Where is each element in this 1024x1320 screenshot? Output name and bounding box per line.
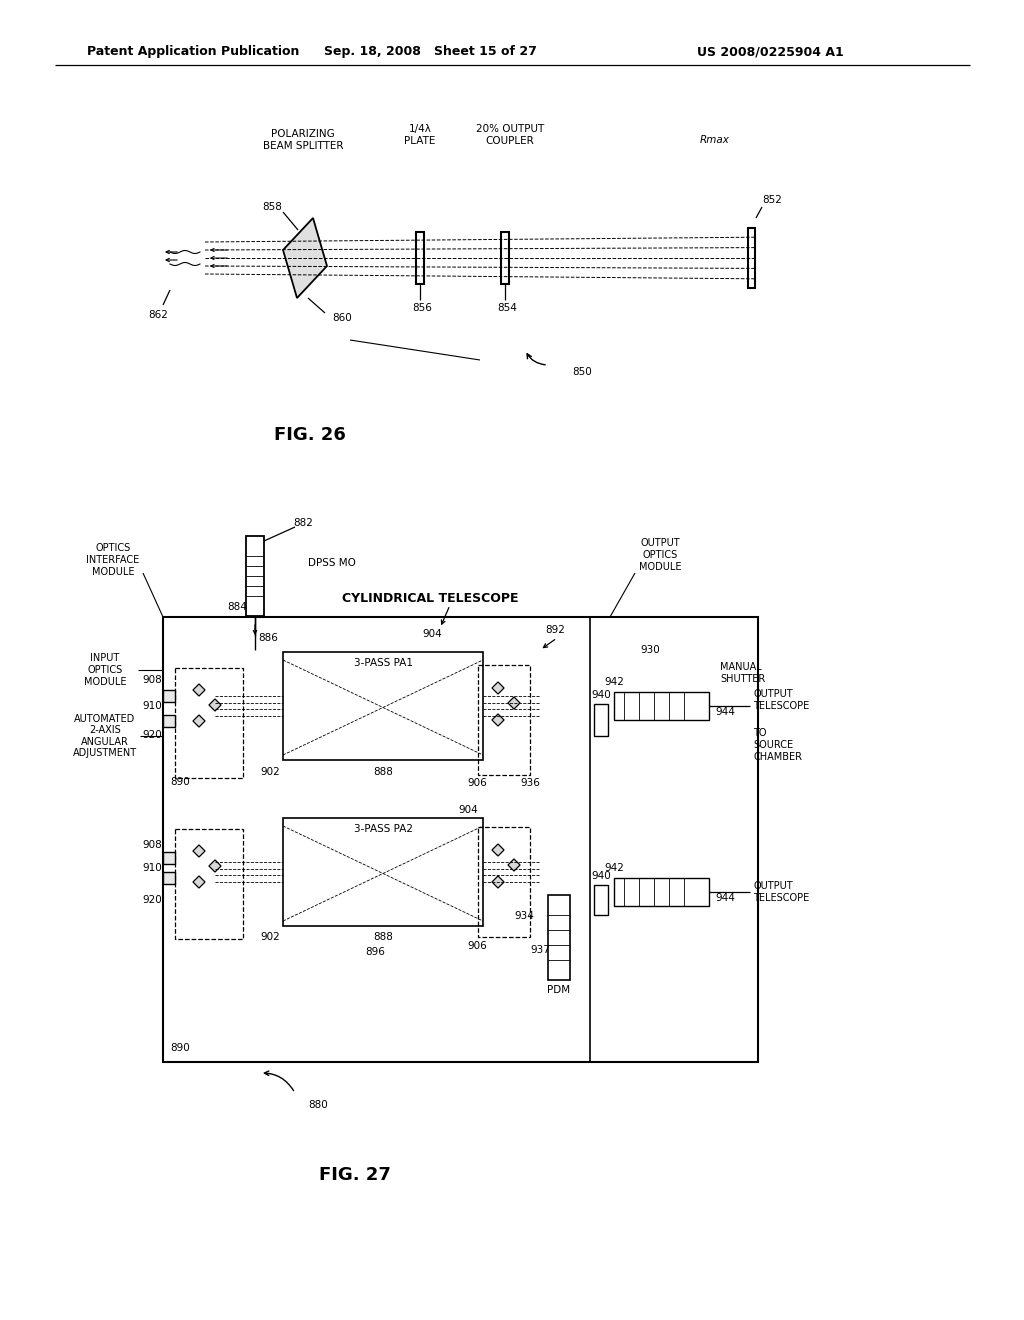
Polygon shape	[508, 697, 520, 709]
Text: 902: 902	[260, 767, 280, 777]
Bar	[614, 878, 709, 906]
Text: 944: 944	[715, 894, 735, 903]
Text: 1/4λ
PLATE: 1/4λ PLATE	[404, 124, 435, 145]
Text: 3-PASS PA2: 3-PASS PA2	[353, 824, 413, 834]
Text: US 2008/0225904 A1: US 2008/0225904 A1	[696, 45, 844, 58]
Text: 858: 858	[262, 202, 282, 213]
Bar	[416, 232, 424, 284]
Text: 862: 862	[148, 310, 168, 319]
Polygon shape	[283, 218, 327, 298]
Bar	[283, 652, 483, 760]
Text: 888: 888	[373, 932, 393, 942]
Text: 942: 942	[604, 863, 624, 873]
Text: 908: 908	[142, 840, 162, 850]
FancyArrowPatch shape	[527, 354, 545, 364]
FancyArrowPatch shape	[264, 1071, 294, 1090]
Polygon shape	[193, 845, 205, 857]
Bar	[175, 668, 243, 777]
Bar	[163, 616, 758, 1063]
Polygon shape	[209, 700, 221, 711]
Text: 890: 890	[170, 777, 189, 787]
Text: 930: 930	[640, 645, 659, 655]
Text: 20% OUTPUT
COUPLER: 20% OUTPUT COUPLER	[476, 124, 544, 145]
Text: 896: 896	[366, 946, 385, 957]
Bar	[246, 536, 264, 616]
Text: POLARIZING
BEAM SPLITTER: POLARIZING BEAM SPLITTER	[263, 129, 343, 150]
Text: 944: 944	[715, 708, 735, 717]
Text: FIG. 26: FIG. 26	[274, 426, 346, 444]
Text: Patent Application Publication: Patent Application Publication	[87, 45, 299, 58]
Bar	[478, 665, 530, 775]
Text: 906: 906	[467, 777, 486, 788]
Text: 890: 890	[170, 1043, 189, 1053]
Polygon shape	[193, 876, 205, 888]
Bar	[478, 828, 530, 937]
Text: 942: 942	[604, 677, 624, 686]
Text: FIG. 27: FIG. 27	[319, 1166, 391, 1184]
FancyArrowPatch shape	[441, 607, 449, 624]
Polygon shape	[492, 876, 504, 888]
Text: 904: 904	[458, 805, 478, 814]
Text: 892: 892	[545, 624, 565, 635]
Text: 908: 908	[142, 675, 162, 685]
Text: 904: 904	[422, 630, 442, 639]
Text: OUTPUT
TELESCOPE: OUTPUT TELESCOPE	[753, 882, 809, 903]
Text: 910: 910	[142, 863, 162, 873]
Text: MANUAL
SHUTTER: MANUAL SHUTTER	[720, 663, 765, 684]
Bar	[283, 818, 483, 927]
Text: 854: 854	[497, 304, 517, 313]
Text: OUTPUT
TELESCOPE: OUTPUT TELESCOPE	[753, 689, 809, 710]
Polygon shape	[492, 843, 504, 857]
Text: 902: 902	[260, 932, 280, 942]
Text: TO
SOURCE
CHAMBER: TO SOURCE CHAMBER	[753, 729, 802, 762]
Bar	[614, 692, 709, 719]
Text: 3-PASS PA1: 3-PASS PA1	[353, 657, 413, 668]
Text: AUTOMATED
2-AXIS
ANGULAR
ADJUSTMENT: AUTOMATED 2-AXIS ANGULAR ADJUSTMENT	[73, 714, 137, 759]
Bar	[163, 715, 175, 727]
Text: 910: 910	[142, 701, 162, 711]
Text: 850: 850	[572, 367, 592, 378]
Text: 880: 880	[308, 1100, 328, 1110]
Text: OUTPUT
OPTICS
MODULE: OUTPUT OPTICS MODULE	[639, 539, 681, 572]
Text: INPUT
OPTICS
MODULE: INPUT OPTICS MODULE	[84, 653, 126, 686]
Text: 920: 920	[142, 730, 162, 741]
Text: 886: 886	[258, 634, 278, 643]
Text: Rmax: Rmax	[700, 135, 730, 145]
Text: CYLINDRICAL TELESCOPE: CYLINDRICAL TELESCOPE	[342, 591, 518, 605]
Bar	[594, 704, 608, 737]
Polygon shape	[492, 714, 504, 726]
Polygon shape	[492, 682, 504, 694]
Bar	[163, 690, 175, 702]
Text: 906: 906	[467, 941, 486, 950]
Text: 888: 888	[373, 767, 393, 777]
Text: 852: 852	[762, 195, 782, 205]
Text: DPSS MO: DPSS MO	[308, 558, 356, 568]
Text: 940: 940	[591, 871, 611, 880]
Text: Sep. 18, 2008   Sheet 15 of 27: Sep. 18, 2008 Sheet 15 of 27	[324, 45, 537, 58]
Text: 884: 884	[227, 602, 247, 612]
Text: 882: 882	[293, 517, 313, 528]
Text: 937: 937	[530, 945, 550, 954]
Polygon shape	[193, 684, 205, 696]
Text: 860: 860	[332, 313, 352, 323]
Bar	[748, 228, 755, 288]
Bar	[594, 884, 608, 915]
Text: OPTICS
INTERFACE
MODULE: OPTICS INTERFACE MODULE	[86, 544, 139, 577]
Bar	[163, 851, 175, 865]
Text: 856: 856	[412, 304, 432, 313]
Text: 940: 940	[591, 690, 611, 700]
Polygon shape	[508, 859, 520, 871]
Text: PDM: PDM	[548, 985, 570, 995]
Bar	[175, 829, 243, 939]
Bar	[163, 873, 175, 884]
Text: 934: 934	[514, 911, 534, 921]
Polygon shape	[193, 715, 205, 727]
Polygon shape	[209, 859, 221, 873]
FancyArrowPatch shape	[544, 640, 555, 648]
Bar	[501, 232, 509, 284]
Bar	[548, 895, 570, 979]
Text: 920: 920	[142, 895, 162, 906]
Text: 936: 936	[520, 777, 540, 788]
